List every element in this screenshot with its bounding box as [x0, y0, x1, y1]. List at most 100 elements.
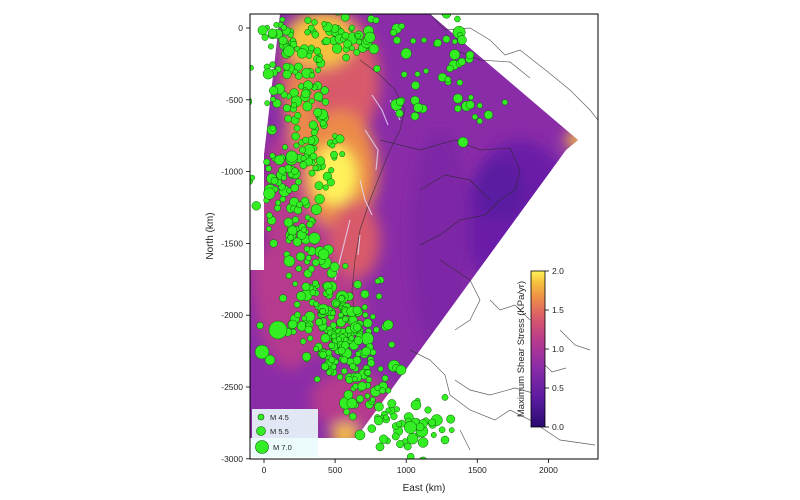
earthquake-marker: [385, 407, 392, 414]
earthquake-marker: [349, 45, 355, 52]
earthquake-marker: [308, 232, 321, 245]
earthquake-marker: [308, 265, 315, 273]
earthquake-marker: [279, 195, 286, 203]
x-axis: 0 500 1000 1500 2000: [262, 459, 558, 475]
earthquake-marker: [441, 394, 449, 401]
earthquake-marker: [483, 110, 494, 120]
earthquake-marker: [373, 65, 381, 73]
earthquake-marker: [373, 326, 380, 333]
earthquake-marker: [468, 94, 474, 101]
earthquake-marker: [343, 390, 354, 400]
earthquake-marker: [387, 399, 397, 409]
earthquake-marker: [295, 265, 302, 272]
earthquake-marker: [312, 165, 319, 172]
earthquake-marker: [433, 38, 442, 48]
earthquake-marker: [457, 57, 466, 66]
earthquake-marker: [278, 36, 288, 45]
earthquake-marker: [395, 97, 405, 107]
earthquake-marker: [424, 406, 432, 414]
earthquake-marker: [330, 333, 337, 340]
earthquake-marker: [305, 254, 312, 261]
earthquake-marker: [391, 432, 400, 441]
earthquake-marker: [309, 152, 318, 161]
earthquake-marker: [406, 433, 419, 445]
earthquake-marker: [319, 119, 327, 127]
earthquake-marker: [307, 335, 314, 342]
magnitude-legend: M 4.5 M 5.5 M 7.0: [252, 409, 318, 457]
earthquake-marker: [308, 169, 316, 177]
earthquake-marker: [315, 67, 322, 74]
earthquake-marker: [282, 62, 291, 71]
earthquake-marker: [476, 118, 483, 125]
earthquake-marker: [353, 49, 361, 56]
earthquake-marker: [299, 146, 306, 154]
earthquake-marker: [295, 251, 306, 262]
earthquake-marker: [393, 36, 401, 45]
earthquake-marker: [456, 79, 464, 86]
earthquake-marker: [250, 174, 256, 181]
earthquake-marker: [476, 102, 483, 109]
x-tick-label: 2000: [539, 465, 558, 475]
earthquake-marker: [303, 245, 311, 253]
earthquake-marker: [308, 72, 315, 79]
earthquake-marker: [283, 45, 295, 57]
y-tick-label: -3000: [221, 454, 243, 464]
earthquake-marker: [279, 294, 287, 303]
earthquake-marker: [301, 89, 311, 99]
earthquake-marker: [421, 37, 427, 44]
earthquake-marker: [364, 369, 372, 377]
earthquake-marker: [308, 98, 315, 105]
colorbar-tick-label: 2.0: [552, 266, 564, 276]
colorbar-tick-label: 1.0: [552, 344, 564, 354]
earthquake-marker: [312, 345, 320, 352]
earthquake-marker: [361, 346, 371, 357]
earthquake-marker: [329, 142, 336, 149]
earthquake-marker: [338, 295, 345, 303]
earthquake-marker: [417, 437, 429, 448]
earthquake-marker: [352, 305, 362, 315]
earthquake-marker: [449, 49, 461, 60]
earthquake-marker: [328, 356, 336, 364]
earthquake-marker: [287, 225, 298, 236]
earthquake-marker: [368, 43, 380, 55]
earthquake-marker: [341, 367, 348, 375]
earthquake-marker: [292, 280, 299, 287]
earthquake-marker: [364, 31, 376, 43]
earthquake-marker: [336, 336, 342, 343]
earthquake-marker: [423, 68, 429, 74]
earthquake-marker: [283, 255, 296, 267]
earthquake-marker: [403, 442, 412, 451]
earthquake-marker: [357, 381, 367, 391]
earthquake-marker: [300, 197, 310, 206]
earthquake-marker: [285, 150, 298, 163]
earthquake-marker: [340, 14, 350, 22]
earthquake-marker: [321, 362, 329, 371]
earthquake-marker: [269, 125, 277, 132]
earthquake-marker: [367, 424, 377, 433]
earthquake-marker: [293, 301, 301, 308]
earthquake-marker: [379, 434, 389, 444]
earthquake-marker: [415, 422, 425, 432]
earthquake-marker: [340, 328, 347, 334]
earthquake-marker: [308, 120, 318, 130]
legend-label: M 4.5: [270, 413, 289, 422]
earthquake-marker: [320, 86, 329, 95]
earthquake-marker: [355, 32, 361, 39]
earthquake-marker: [274, 204, 281, 212]
earthquake-marker: [267, 43, 274, 50]
earthquake-marker: [389, 29, 398, 37]
colorbar-tick-label: 0.5: [552, 383, 564, 393]
earthquake-marker: [410, 399, 422, 411]
legend-marker-m4-5: [257, 413, 265, 421]
earthquake-marker: [398, 22, 405, 30]
earthquake-marker: [313, 107, 323, 117]
earthquake-marker: [446, 414, 456, 424]
earthquake-marker: [251, 201, 261, 211]
earthquake-marker: [300, 226, 307, 233]
earthquake-marker: [322, 36, 331, 46]
earthquake-marker: [342, 53, 350, 62]
earthquake-marker: [335, 134, 345, 144]
earthquake-marker: [307, 24, 315, 32]
colorbar-tick-label: 1.5: [552, 305, 564, 315]
earthquake-marker: [300, 338, 307, 345]
